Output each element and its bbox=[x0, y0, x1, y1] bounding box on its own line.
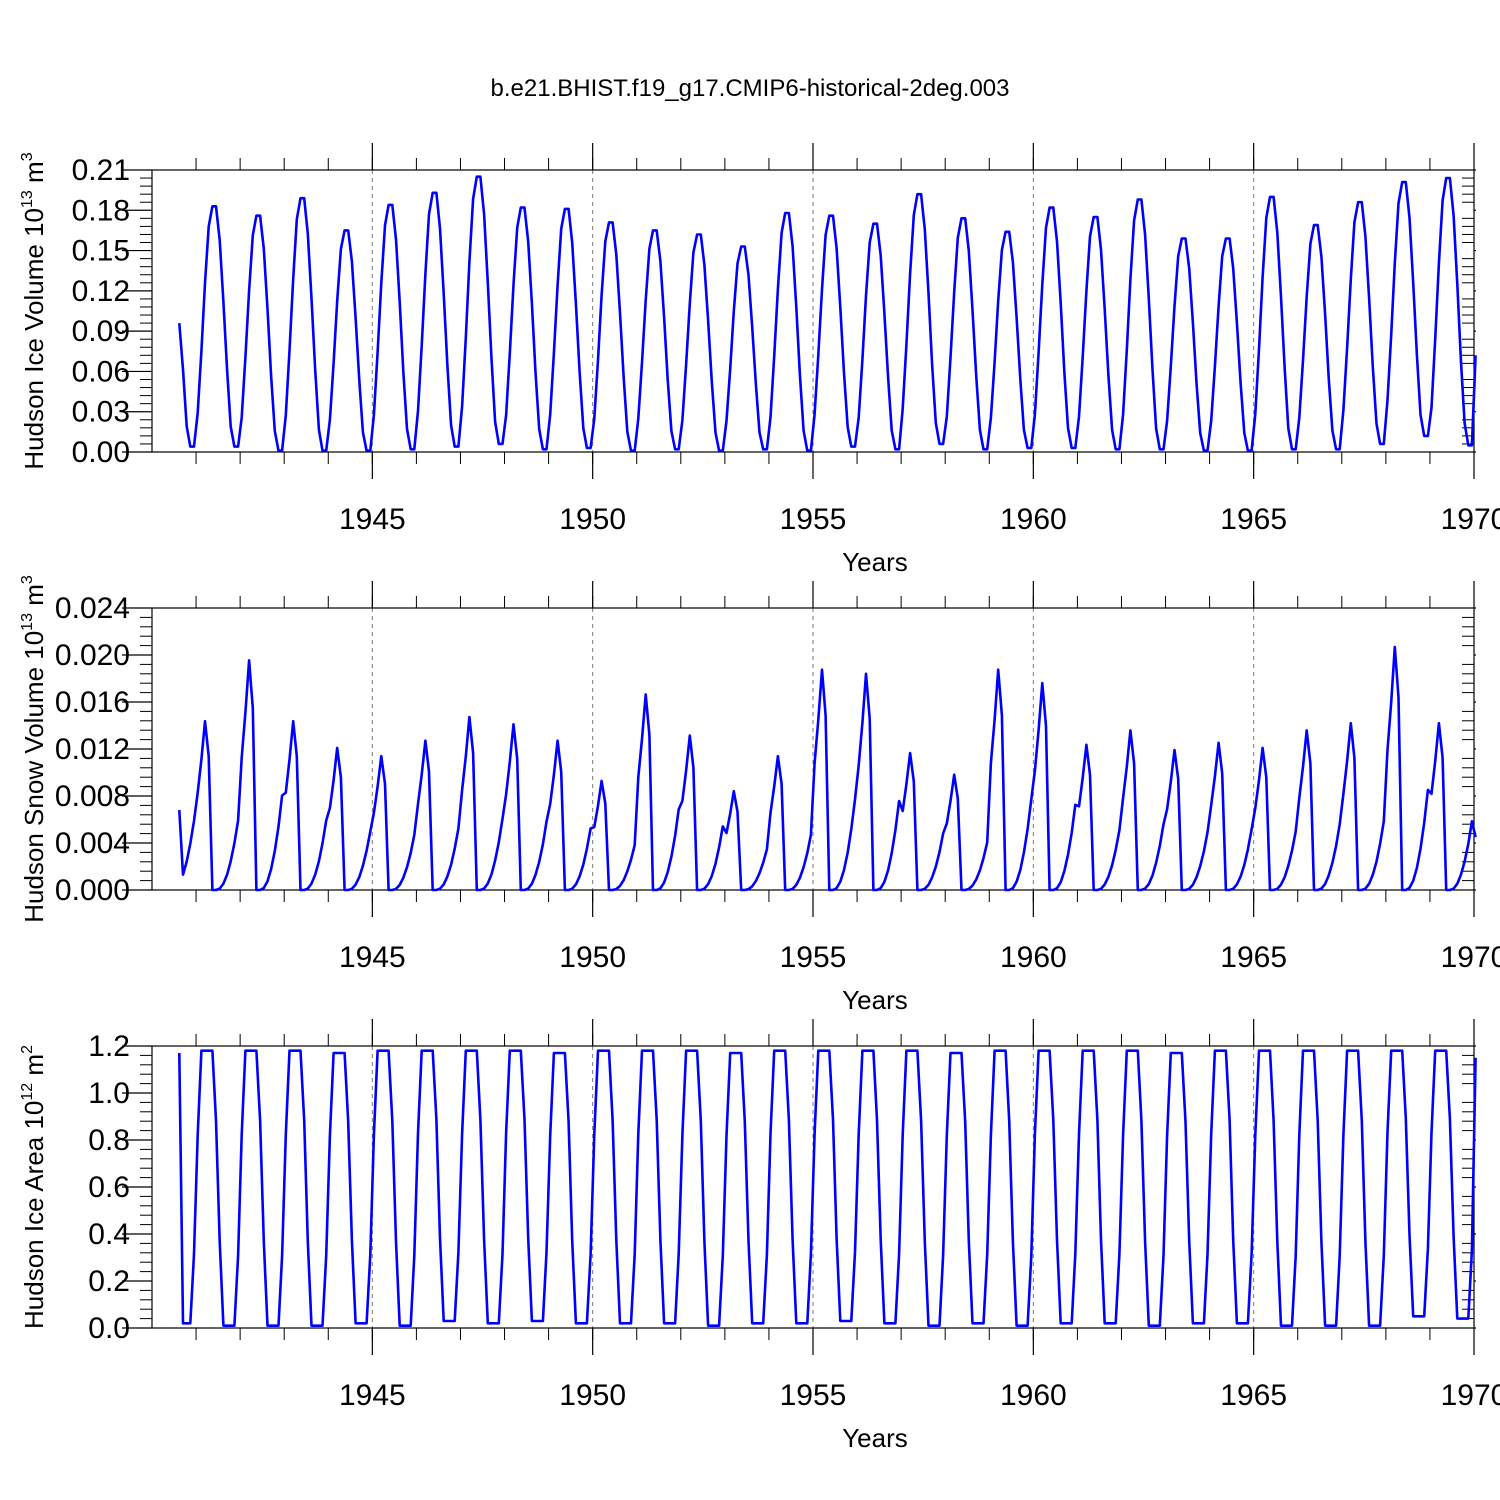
y-tick-labels: 0.0 0.2 0.4 0.6 0.8 1.0 1.2 bbox=[88, 1030, 130, 1345]
y-tick-label: 0.4 bbox=[88, 1218, 130, 1251]
y-tick-label: 0.012 bbox=[55, 733, 130, 766]
series-line bbox=[178, 645, 1477, 892]
y-tick-labels: 0.000 0.004 0.008 0.012 0.016 0.020 0.024 bbox=[55, 592, 130, 907]
y-tick-label: 0.000 bbox=[55, 874, 130, 907]
y-axis-label: Hudson Snow Volume 1013 m3 bbox=[19, 575, 49, 923]
y-tick-label: 1.0 bbox=[88, 1077, 130, 1110]
y-tick-label: 0.06 bbox=[72, 355, 130, 388]
panel-ice-area: 0.00.20.40.60.81.01.2 1945 1950 1955 1960 19… bbox=[19, 1019, 1500, 1453]
vertical-reference-lines bbox=[371, 608, 1255, 890]
x-tick-label: 1955 bbox=[780, 503, 847, 536]
y-tick-label: 0.21 bbox=[72, 154, 130, 187]
vertical-reference-lines bbox=[371, 170, 1255, 452]
x-tick-label: 1955 bbox=[780, 1379, 847, 1412]
y-label-unit-exponent: 3 bbox=[19, 152, 36, 161]
y-axis-label: Hudson Ice Area 1012 m2 bbox=[19, 1045, 49, 1329]
x-tick-label: 1945 bbox=[339, 503, 406, 536]
y-tick-label: 0.020 bbox=[55, 639, 130, 672]
x-tick-label: 1965 bbox=[1220, 503, 1287, 536]
x-axis-label: Years bbox=[842, 1423, 908, 1453]
x-tick-label: 1960 bbox=[1000, 503, 1067, 536]
y-tick-labels: 0.00 0.03 0.06 0.09 0.12 0.15 0.18 0.21 bbox=[72, 154, 130, 469]
y-label-exponent: 13 bbox=[19, 190, 36, 208]
x-tick-label: 1960 bbox=[1000, 941, 1067, 974]
x-tick-label: 1965 bbox=[1220, 1379, 1287, 1412]
y-label-main: Hudson Ice Area 10 bbox=[19, 1101, 49, 1329]
y-tick-label: 0.6 bbox=[88, 1171, 130, 1204]
y-label-unit-exponent: 3 bbox=[19, 575, 36, 584]
y-tick-label: 0.12 bbox=[72, 275, 130, 308]
x-axis-label: Years bbox=[842, 547, 908, 577]
panel-ice-volume: 0.00 0.03 0.06 0.09 0.12 0.15 0.18 0.21 1945 195… bbox=[19, 143, 1500, 577]
y-label-unit: m bbox=[19, 584, 49, 613]
y-tick-label: 0.00 bbox=[72, 436, 130, 469]
x-tick-marks bbox=[195, 1019, 1475, 1355]
y-label-main: Hudson Ice Volume 10 bbox=[19, 208, 49, 470]
y-tick-marks bbox=[122, 607, 1476, 891]
y-label-exponent: 12 bbox=[19, 1083, 36, 1101]
y-label-unit-exponent: 2 bbox=[19, 1045, 36, 1054]
x-tick-labels: 1945 1950 1955 1960 1965 1970 bbox=[339, 941, 1500, 974]
y-tick-label: 0.8 bbox=[88, 1124, 130, 1157]
plot-frame bbox=[151, 607, 1475, 891]
y-tick-label: 1.2 bbox=[88, 1030, 130, 1063]
y-label-exponent: 13 bbox=[19, 613, 36, 631]
chart-title: b.e21.BHIST.f19_g17.CMIP6-historical-2de… bbox=[491, 75, 1010, 102]
y-tick-label: 0.004 bbox=[55, 827, 130, 860]
y-tick-label: 0.03 bbox=[72, 396, 130, 429]
y-label-unit: m bbox=[19, 1054, 49, 1083]
y-tick-label: 0.2 bbox=[88, 1265, 130, 1298]
series-line bbox=[178, 175, 1477, 452]
y-tick-label: 0.18 bbox=[72, 194, 130, 227]
y-axis-label: Hudson Ice Volume 1013 m3 bbox=[19, 152, 49, 469]
x-tick-label: 1950 bbox=[559, 503, 626, 536]
x-tick-label: 1955 bbox=[780, 941, 847, 974]
y-label-unit: m bbox=[19, 161, 49, 190]
x-tick-label: 1970 bbox=[1441, 941, 1500, 974]
x-tick-marks bbox=[195, 143, 1475, 479]
x-tick-label: 1945 bbox=[339, 941, 406, 974]
vertical-reference-lines bbox=[371, 1046, 1255, 1328]
x-tick-label: 1945 bbox=[339, 1379, 406, 1412]
x-tick-labels: 1945 1950 1955 1960 1965 1970 bbox=[339, 503, 1500, 536]
y-tick-label: 0.008 bbox=[55, 780, 130, 813]
x-tick-label: 1950 bbox=[559, 1379, 626, 1412]
y-label-main: Hudson Snow Volume 10 bbox=[19, 631, 49, 923]
x-tick-label: 1960 bbox=[1000, 1379, 1067, 1412]
x-tick-label: 1965 bbox=[1220, 941, 1287, 974]
y-tick-label: 0.016 bbox=[55, 686, 130, 719]
y-tick-label: 0.024 bbox=[55, 592, 130, 625]
x-tick-labels: 1945 1950 1955 1960 1965 1970 bbox=[339, 1379, 1500, 1412]
panel-snow-volume: 0.000 0.004 0.008 0.012 0.016 0.020 0.024 1945… bbox=[19, 575, 1500, 1015]
plot-frame bbox=[151, 169, 1475, 453]
series-line bbox=[178, 1049, 1477, 1327]
x-tick-label: 1970 bbox=[1441, 503, 1500, 536]
y-tick-label: 0.15 bbox=[72, 235, 130, 268]
x-tick-marks bbox=[195, 581, 1475, 917]
x-axis-label: Years bbox=[842, 985, 908, 1015]
y-tick-label: 0.0 bbox=[88, 1312, 130, 1345]
x-tick-label: 1950 bbox=[559, 941, 626, 974]
x-tick-label: 1970 bbox=[1441, 1379, 1500, 1412]
y-tick-label: 0.09 bbox=[72, 315, 130, 348]
y-tick-marks bbox=[122, 169, 1476, 453]
